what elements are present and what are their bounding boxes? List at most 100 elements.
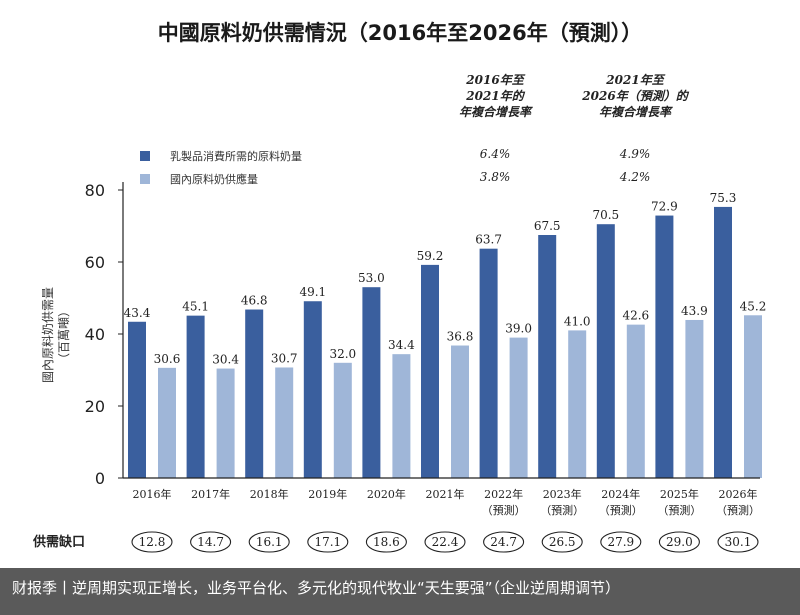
x-category-label: 2021年 (426, 487, 465, 501)
bar-value-label: 36.8 (447, 330, 474, 344)
y-axis-label-line-1: 國內原料奶供需量 (41, 287, 55, 383)
supply-gap-value: 22.4 (432, 535, 459, 549)
supply-gap-oval (483, 531, 525, 553)
bar-demand-4 (362, 287, 381, 478)
cagr-header-2: 2021年至 2026年（預測）的年複合增長率 (581, 73, 689, 119)
x-category-label: 2020年 (367, 487, 406, 501)
supply-gap-oval (600, 531, 642, 553)
bar-value-label: 70.5 (592, 208, 619, 222)
legend-label-2: 國內原料奶供應量 (170, 172, 258, 186)
bar-supply-0 (158, 367, 176, 478)
cagr-values-group: 6.4% 4.9% 3.8% 4.2% (480, 147, 651, 184)
bar-value-label: 42.6 (622, 309, 649, 323)
bars-group: 43.4 30.6 45.1 30.4 46.8 30.7 49.1 32.0 53.0 34.4… (124, 191, 767, 479)
x-category-label: 2018年 (250, 487, 289, 501)
supply-gap-value: 16.1 (256, 535, 283, 549)
bar-value-label: 30.4 (212, 353, 239, 367)
cagr-value-r2-c2: 4.2% (619, 170, 651, 184)
x-category-label: 2025年（預測） (657, 487, 701, 517)
supply-gap-value: 17.1 (314, 535, 341, 549)
bar-demand-7 (538, 235, 557, 478)
supply-gap-value: 24.7 (490, 535, 517, 549)
supply-gap-value: 14.7 (197, 535, 224, 549)
bar-demand-6 (479, 248, 498, 478)
bar-demand-0 (128, 321, 146, 478)
x-category-label: 2017年 (191, 487, 230, 501)
bar-supply-10 (744, 315, 762, 478)
cagr-value-r1-c1: 6.4% (480, 147, 511, 161)
bar-value-label: 32.0 (329, 347, 356, 361)
supply-gap-oval (658, 531, 700, 553)
y-axis-label-line-2: （百萬噸） (57, 305, 71, 365)
x-category-label: 2016年 (133, 487, 172, 501)
bar-demand-8 (596, 224, 615, 478)
bar-supply-9 (685, 319, 704, 478)
bar-supply-2 (275, 367, 294, 478)
bar-value-label: 45.1 (182, 300, 209, 314)
y-axis-label: 國內原料奶供需量 （百萬噸） (41, 287, 71, 383)
bar-demand-2 (245, 309, 264, 478)
supply-gap-oval (541, 531, 583, 553)
cagr-header-1: 2016年至 2021年的年複合增長率 (459, 73, 533, 119)
x-category-label: 2022年（預測） (482, 487, 526, 517)
supply-gap-value: 30.1 (725, 535, 752, 549)
bar-value-label: 43.9 (681, 304, 708, 318)
legend-swatch-2 (140, 174, 150, 184)
chart: 中國原料奶供需情況（2016年至2026年（預測）） 2016年至 2021年的年… (32, 21, 767, 553)
y-tick-label: 0 (95, 469, 105, 488)
cagr-value-r2-c1: 3.8% (480, 170, 511, 184)
y-tick-label: 80 (85, 181, 105, 200)
bar-demand-5 (421, 264, 439, 478)
bar-value-label: 75.3 (710, 191, 737, 205)
bar-supply-7 (568, 330, 587, 478)
supply-gap-oval (717, 531, 759, 553)
supply-gap-value: 12.8 (139, 535, 166, 549)
y-tick-label: 40 (85, 325, 105, 344)
supply-gap-value: 18.6 (373, 535, 400, 549)
y-axis: 0 20 40 60 80 (85, 181, 124, 488)
bar-value-label: 49.1 (299, 285, 326, 299)
x-category-label: 2024年（預測） (599, 487, 643, 517)
bar-supply-3 (333, 362, 352, 478)
bar-value-label: 30.6 (154, 352, 181, 366)
bar-demand-9 (655, 215, 674, 478)
supply-gap-oval (190, 531, 232, 553)
bar-value-label: 39.0 (505, 322, 532, 336)
bar-demand-3 (303, 301, 322, 478)
supply-gap-oval (248, 531, 290, 553)
supply-gap-value: 27.9 (607, 535, 634, 549)
y-label-rotator: 國內原料奶供需量 （百萬噸） (41, 287, 71, 383)
supply-gap-title: 供需缺口 (32, 534, 85, 550)
supply-gap-row: 供需缺口 12.8 14.7 16.1 17.1 18.6 22.4 24.7 26.5 27.9… (32, 531, 759, 553)
supply-gap-oval (365, 531, 407, 553)
bar-value-label: 46.8 (241, 294, 268, 308)
supply-gap-value: 29.0 (666, 535, 693, 549)
bar-supply-1 (216, 368, 235, 478)
bar-demand-1 (186, 315, 205, 478)
bar-supply-8 (626, 324, 645, 478)
x-category-label: 2026年（預測） (716, 487, 760, 517)
bar-value-label: 59.2 (417, 249, 444, 263)
bar-supply-5 (451, 345, 469, 478)
bar-value-label: 34.4 (388, 338, 415, 352)
bar-value-label: 67.5 (534, 219, 561, 233)
footer-caption: 财报季丨逆周期实现正增长，业务平台化、多元化的现代牧业“天生要强”（企业逆周期调… (0, 568, 800, 615)
bar-value-label: 30.7 (271, 351, 298, 365)
supply-gap-oval (131, 531, 173, 553)
x-axis: 2016年 2017年 2018年 2019年 2020年 2021年 2022年（預測） 2… (123, 477, 760, 517)
bar-demand-10 (714, 206, 732, 479)
bar-value-label: 41.0 (564, 314, 591, 328)
bar-value-label: 72.9 (651, 200, 678, 214)
chart-title: 中國原料奶供需情況（2016年至2026年（預測）） (158, 21, 642, 45)
y-tick-label: 60 (85, 253, 105, 272)
supply-gap-oval (424, 531, 466, 553)
bar-value-label: 45.2 (740, 299, 767, 313)
x-category-label: 2023年（預測） (540, 487, 584, 517)
y-tick-label: 20 (85, 397, 105, 416)
supply-gap-oval (307, 531, 349, 553)
legend-label-1: 乳製品消費所需的原料奶量 (170, 149, 302, 163)
legend-swatch-1 (140, 151, 150, 161)
supply-gap-value: 26.5 (549, 535, 576, 549)
cagr-header-group: 2016年至 2021年的年複合增長率 2021年至 2026年（預測）的年複合增長率 (459, 73, 690, 119)
